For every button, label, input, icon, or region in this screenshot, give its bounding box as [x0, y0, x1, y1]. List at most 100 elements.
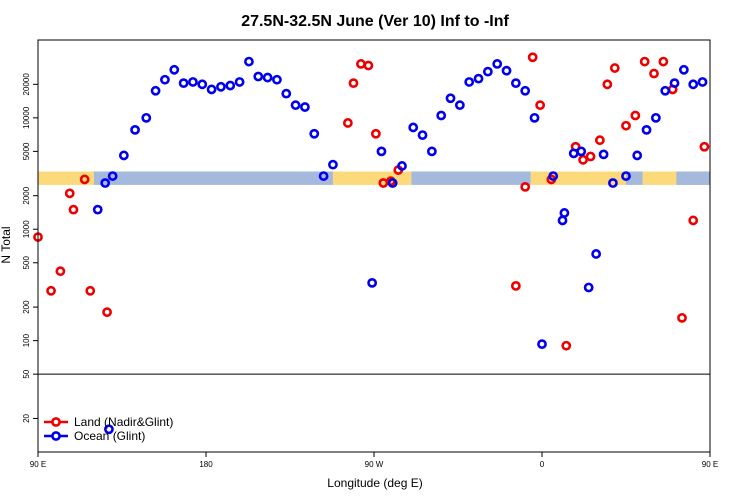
land-point — [363, 60, 374, 71]
ocean-point — [408, 122, 419, 133]
land-point — [64, 188, 75, 199]
legend-marker — [51, 431, 61, 441]
ocean-point — [529, 112, 540, 123]
y-axis-label: N Total — [0, 226, 13, 263]
land-point — [527, 52, 538, 63]
ocean-point — [118, 150, 129, 161]
ocean-point — [576, 146, 587, 157]
land-point — [46, 285, 56, 296]
ocean-point — [309, 128, 320, 139]
ocean-point — [473, 73, 484, 84]
ocean-point — [206, 84, 217, 95]
x-axis-label: Longitude (deg E) — [327, 476, 422, 490]
ocean-point — [300, 102, 310, 112]
ocean-point — [107, 171, 118, 181]
x-tick-label: 180 — [199, 460, 213, 469]
ocean-point — [632, 150, 643, 161]
ocean-point — [520, 85, 531, 96]
y-tick-label: 20 — [22, 413, 31, 422]
ocean-point — [650, 112, 661, 123]
land-point — [535, 100, 546, 111]
land-point — [356, 59, 366, 69]
ocean-point — [290, 100, 301, 111]
land-point — [510, 280, 521, 291]
x-tick-label: 90 E — [30, 460, 46, 469]
ocean-point — [244, 56, 254, 67]
ocean-point — [234, 77, 245, 87]
land-point — [370, 128, 381, 139]
land-point — [585, 151, 596, 162]
points-layer — [33, 52, 710, 435]
land-point — [79, 174, 90, 185]
land-point — [649, 68, 659, 79]
band-segment — [411, 171, 531, 185]
land-point — [688, 215, 699, 226]
ocean-point — [100, 178, 111, 188]
land-point — [630, 110, 641, 121]
x-tick-label: 90 W — [365, 460, 384, 469]
ocean-point — [608, 178, 618, 188]
y-tick-label: 20000 — [22, 73, 31, 96]
y-tick-label: 500 — [22, 256, 31, 270]
land-point — [85, 285, 96, 296]
ocean-point — [169, 64, 180, 75]
ocean-point — [130, 124, 140, 135]
ocean-point — [426, 146, 437, 157]
land-point — [578, 154, 588, 165]
y-tick-label: 5000 — [22, 142, 31, 160]
ocean-point — [160, 74, 170, 85]
ocean-point — [445, 93, 456, 104]
land-point — [594, 135, 605, 146]
ocean-point — [583, 282, 594, 293]
land-point — [658, 56, 669, 67]
ocean-point — [272, 74, 282, 85]
x-tick-label: 90 E — [702, 460, 718, 469]
ocean-point — [591, 249, 602, 259]
land-point — [342, 118, 353, 128]
ocean-point — [387, 178, 398, 188]
y-tick-label: 10000 — [22, 106, 31, 129]
land-point — [699, 141, 710, 152]
ocean-point — [150, 85, 161, 96]
ocean-point — [568, 148, 579, 159]
ocean-point — [482, 66, 493, 77]
ocean-point — [104, 424, 114, 435]
ocean-point — [464, 77, 475, 87]
ocean-point — [436, 110, 447, 121]
y-tick-label: 1000 — [22, 220, 31, 238]
y-tick-label: 100 — [22, 333, 31, 347]
x-axis: 90 E 180 90 W 0 90 E — [30, 452, 718, 469]
y-tick-label: 50 — [22, 369, 31, 378]
legend-label: Ocean (Glint) — [74, 429, 145, 443]
ocean-point — [141, 112, 152, 123]
ocean-point — [225, 80, 236, 91]
band-layer — [38, 171, 710, 185]
ocean-point — [537, 339, 547, 350]
ocean-point — [492, 59, 503, 69]
ocean-point — [501, 65, 512, 76]
band-segment — [38, 171, 94, 185]
ocean-point — [281, 88, 292, 99]
ocean-point — [678, 64, 689, 75]
ocean-point — [548, 171, 559, 181]
land-point — [602, 79, 613, 90]
ocean-point — [178, 78, 189, 89]
x-tick-label: 0 — [540, 460, 545, 469]
ocean-point — [417, 130, 428, 141]
ocean-point — [376, 146, 387, 157]
ocean-point — [559, 208, 570, 218]
plot-frame — [37, 39, 711, 453]
chart-title: 27.5N-32.5N June (Ver 10) Inf to -Inf — [241, 13, 509, 30]
y-tick-label: 2000 — [22, 186, 31, 204]
ocean-point — [397, 161, 407, 171]
ocean-point — [641, 124, 652, 135]
ocean-point — [697, 77, 708, 87]
ocean-point — [660, 85, 671, 96]
ocean-point — [92, 204, 103, 215]
band-segment — [676, 171, 710, 185]
ocean-point — [510, 78, 521, 89]
ocean-point — [688, 79, 699, 90]
ocean-point — [621, 171, 631, 181]
ocean-point — [669, 78, 680, 89]
y-tick-label: 200 — [22, 300, 31, 314]
